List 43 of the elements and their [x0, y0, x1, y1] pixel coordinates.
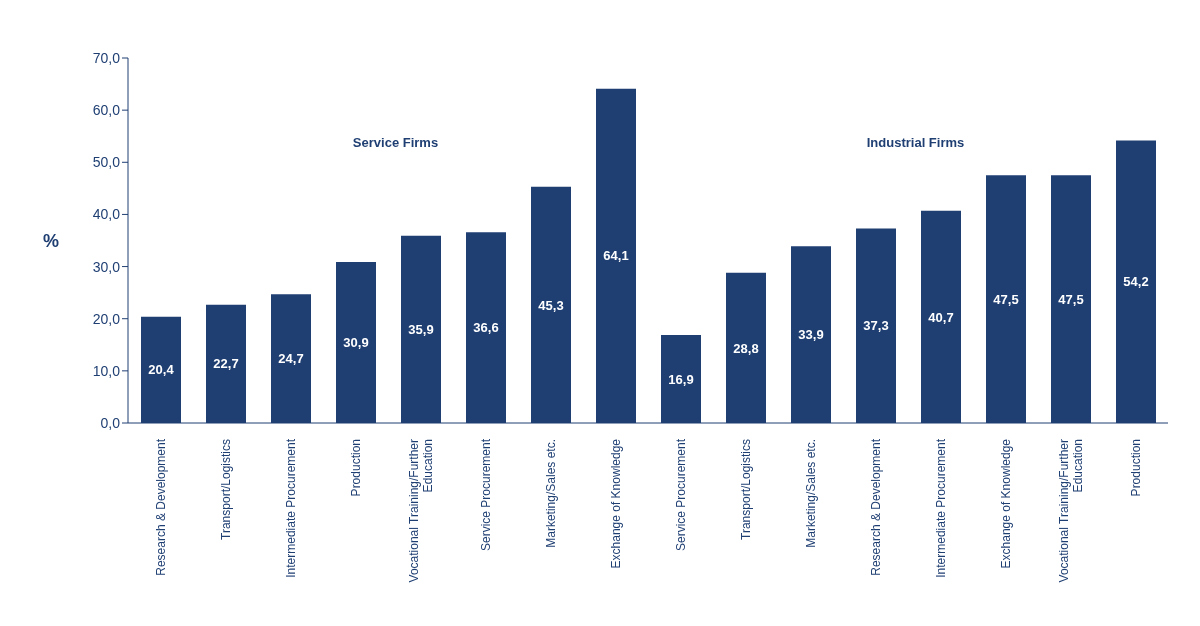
data-label: 16,9 [668, 371, 694, 387]
x-tick-label: Research & Development [153, 438, 168, 576]
y-tick-label: 20,0 [92, 310, 121, 327]
x-tick-label: Transport/Logistics [218, 439, 233, 540]
x-tick-label: Research & Development [868, 438, 883, 576]
data-label: 40,7 [928, 309, 954, 325]
y-tick-label: 60,0 [92, 102, 121, 119]
data-label: 54,2 [1123, 274, 1149, 290]
data-label: 22,7 [213, 356, 239, 372]
data-label: 64,1 [603, 248, 629, 264]
data-label: 47,5 [1058, 291, 1084, 307]
y-tick-label: 10,0 [92, 362, 121, 379]
data-label: 47,5 [993, 291, 1019, 307]
data-label: 37,3 [863, 318, 889, 334]
annotation: Industrial Firms [866, 135, 965, 151]
data-label: 35,9 [408, 322, 434, 338]
data-label: 33,9 [798, 327, 824, 343]
data-label: 28,8 [733, 340, 759, 356]
y-tick-label: 30,0 [92, 258, 121, 275]
x-tick-label: Exchange of Knowledge [998, 438, 1013, 569]
data-label: 45,3 [538, 297, 564, 313]
annotation: Service Firms [352, 135, 439, 151]
data-label: 30,9 [343, 335, 369, 351]
y-tick-label: 0,0 [100, 414, 121, 431]
x-tick-label: Transport/Logistics [738, 439, 753, 540]
x-tick-label: Marketing/Sales etc. [803, 439, 818, 548]
x-tick-label: Service Procurement [478, 438, 493, 552]
y-axis-title: % [43, 230, 60, 251]
x-tick-label: Intermediate Procurement [283, 438, 298, 578]
data-label: 20,4 [148, 362, 175, 378]
x-tick-label: Production [1128, 439, 1143, 497]
x-tick-label: Marketing/Sales etc. [543, 439, 558, 548]
x-tick-label: Service Procurement [673, 438, 688, 552]
x-tick-label: Exchange of Knowledge [608, 438, 623, 569]
x-tick-label: Vocational Training/Further Education [1056, 439, 1085, 583]
x-tick-label: Vocational Training/Further Education [406, 439, 435, 583]
y-tick-label: 40,0 [92, 206, 121, 223]
data-label: 36,6 [473, 320, 499, 336]
x-tick-label: Intermediate Procurement [933, 438, 948, 578]
x-tick-label: Production [348, 439, 363, 497]
y-tick-label: 50,0 [92, 154, 121, 171]
data-label: 24,7 [278, 351, 304, 367]
y-tick-label: 70,0 [92, 49, 121, 66]
